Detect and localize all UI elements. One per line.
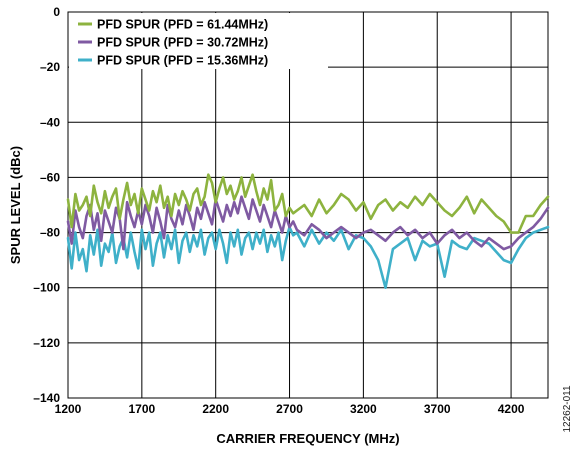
legend-label-1: PFD SPUR (PFD = 61.44MHz): [97, 18, 268, 32]
figure-id: 12262-011: [562, 385, 573, 433]
x-tick-label: 1700: [128, 402, 155, 416]
x-tick-label: 2200: [202, 402, 229, 416]
series-line-3: [66, 225, 550, 290]
x-tick-label: 3200: [350, 402, 377, 416]
legend: PFD SPUR (PFD = 61.44MHz) PFD SPUR (PFD =…: [69, 13, 328, 69]
x-tick-label: 2700: [276, 402, 303, 416]
y-tick-label: –60: [40, 170, 60, 184]
x-tick-label: 1200: [55, 402, 82, 416]
y-tick-label: –120: [33, 336, 60, 350]
x-axis-title: CARRIER FREQUENCY (MHz): [216, 431, 399, 446]
series-line-2: [66, 195, 550, 251]
legend-label-3: PFD SPUR (PFD = 15.36MHz): [97, 54, 268, 68]
y-tick-label: –80: [40, 226, 60, 240]
x-tick-label: 4200: [498, 402, 525, 416]
y-tick-label: –100: [33, 281, 60, 295]
y-tick-label: 0: [53, 5, 60, 19]
series-line-1: [66, 173, 550, 234]
y-axis-title: SPUR LEVEL (dBc): [8, 146, 23, 264]
tick-labels: 1200 1700 2200 2700 3200 3700 4200 0 –20 –40 –60 –8…: [33, 5, 524, 416]
y-tick-label: –20: [40, 60, 60, 74]
data-series: [66, 173, 550, 290]
legend-background: [69, 13, 328, 69]
legend-label-2: PFD SPUR (PFD = 30.72MHz): [97, 36, 268, 50]
x-tick-label: 3700: [424, 402, 451, 416]
y-tick-label: –140: [33, 391, 60, 405]
y-tick-label: –40: [40, 115, 60, 129]
